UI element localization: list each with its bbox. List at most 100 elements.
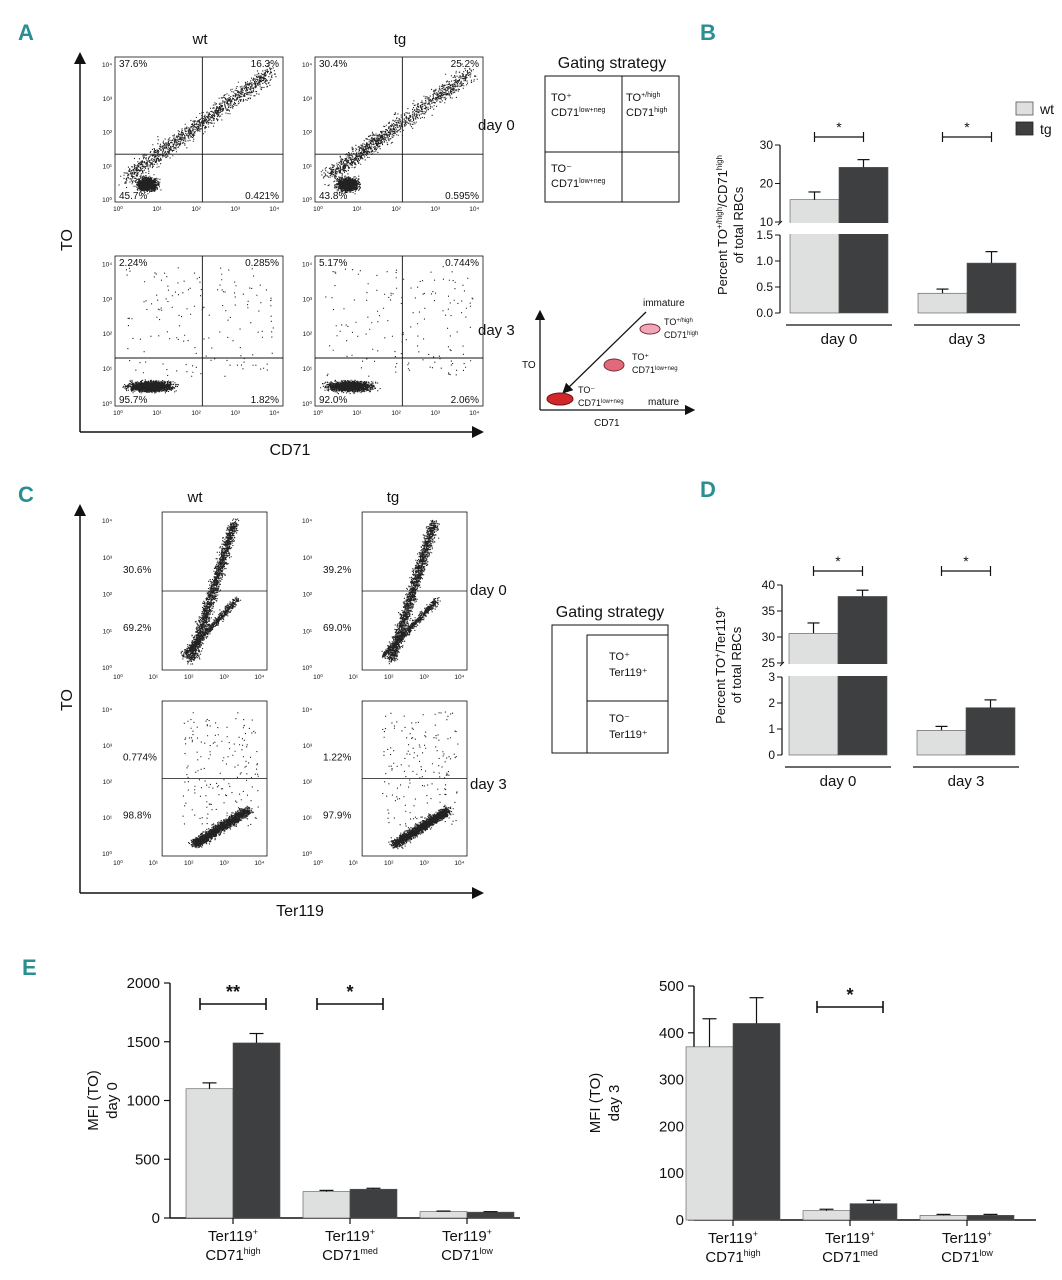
legend: wt tg <box>1015 101 1054 137</box>
y-tick-label: 10³ <box>103 96 113 103</box>
cat-a-sup: + <box>753 1229 758 1239</box>
y-tick-label: 0.5 <box>756 280 773 294</box>
category-label-b: CD71low <box>441 1246 493 1264</box>
x-tick-label: 10⁴ <box>254 674 264 681</box>
y-tick-label: 400 <box>659 1025 684 1042</box>
x-tick-label: 10⁰ <box>313 205 323 213</box>
c-gate-u-1: TO⁺ <box>609 651 630 663</box>
mat-mature: mature <box>648 397 680 408</box>
x-tick-label: 10⁴ <box>454 860 464 867</box>
cat-b-sup: low <box>979 1248 993 1258</box>
y-tick-label: 10⁰ <box>102 400 112 408</box>
y-tick-label: 0 <box>676 1212 684 1229</box>
cat-b-sup: med <box>360 1246 378 1256</box>
bar-wt-1 <box>802 1210 851 1221</box>
c-quad-lower: 69.0% <box>323 623 351 634</box>
cat-a: Ter119 <box>825 1230 870 1247</box>
bar-tg-1 <box>966 262 1017 314</box>
category-label: day 3 <box>949 331 986 348</box>
a-col-tg: tg <box>394 31 407 48</box>
y-tick-label: 10³ <box>103 555 113 562</box>
c-quad-upper: 30.6% <box>123 565 151 576</box>
y-label-sup: high <box>715 155 724 170</box>
a-quad-ul: 30.4% <box>319 59 347 70</box>
cat-b: CD71 <box>941 1249 979 1266</box>
category-label-b: CD71med <box>822 1248 878 1266</box>
x-tick-label: 10² <box>191 410 201 417</box>
sig-marker: * <box>964 119 970 135</box>
a-quad-ll: 45.7% <box>119 191 147 202</box>
cell-mature-icon <box>546 392 574 406</box>
a-quad-lr: 0.595% <box>445 191 479 202</box>
y-tick-label: 10³ <box>303 96 313 103</box>
cat-b: CD71 <box>322 1247 360 1264</box>
y-label-sup: + <box>713 606 722 611</box>
y-tick-label: 10¹ <box>303 815 313 822</box>
y-axis-label: Percent TO+/high/CD71high <box>715 155 730 295</box>
mat-c1-b: CD71high <box>664 330 698 340</box>
x-tick-label: 10² <box>391 206 401 213</box>
y-axis-label-2: day 3 <box>606 1085 623 1122</box>
y-tick-label: 10² <box>303 592 313 599</box>
x-tick-label: 10² <box>184 674 194 681</box>
bar-tg-2 <box>966 1215 1015 1221</box>
a-quad-ur: 16.3% <box>251 59 279 70</box>
mat-c3-a: TO⁻ <box>578 385 595 395</box>
y-tick-label: 0.0 <box>756 306 773 320</box>
a-plot-frame <box>314 255 484 407</box>
cat-b: CD71 <box>441 1247 479 1264</box>
panel-letter-a: A <box>18 20 34 45</box>
axis-break-gap <box>787 664 889 676</box>
a-quad-ul: 5.17% <box>319 258 347 269</box>
y-tick-label: 0 <box>152 1210 160 1227</box>
bar-wt-1 <box>916 729 967 756</box>
y-label-part: /Ter119 <box>713 611 728 653</box>
sig-marker: * <box>835 553 841 569</box>
x-tick-label: 10⁴ <box>469 410 479 417</box>
y-tick-label: 10⁰ <box>102 196 112 204</box>
bar-wt-1 <box>302 1191 351 1219</box>
a-scatter-points <box>118 62 277 195</box>
y-axis-label: Percent TO+/Ter119+ <box>713 606 728 724</box>
chart-b: 0.0 0.5 1.0 1.510 20 30 Percent TO+/high/CD71h… <box>715 119 1020 348</box>
y-label-sup: + <box>713 653 722 658</box>
c-quad-upper: 0.774% <box>123 753 157 764</box>
y-tick-label: 10² <box>103 130 113 137</box>
y-tick-label: 10³ <box>103 743 113 750</box>
c-quad-upper: 1.22% <box>323 753 351 764</box>
category-label: day 0 <box>820 773 857 790</box>
cat-b: CD71 <box>205 1247 243 1264</box>
sig-marker: * <box>846 985 853 1005</box>
y-tick-label: 10² <box>103 592 113 599</box>
axis-break-gap <box>915 664 1017 676</box>
cat-a: Ter119 <box>942 1230 987 1247</box>
cat-b: CD71 <box>705 1249 743 1266</box>
a-gating-title: Gating strategy <box>558 55 667 72</box>
a-quad-lr: 1.82% <box>251 395 279 406</box>
y-tick-label: 10⁰ <box>302 850 312 858</box>
bar-tg-0 <box>232 1042 281 1219</box>
y-tick-label: 10¹ <box>103 815 113 822</box>
a-scatter-points <box>320 266 474 395</box>
a-quad-ur: 25.2% <box>451 59 479 70</box>
y-tick-label: 10⁴ <box>102 261 112 268</box>
y-tick-label: 10³ <box>303 296 313 303</box>
a-plot-frame <box>114 255 284 407</box>
cat-b-sup: high <box>244 1246 261 1256</box>
y-tick-label: 10¹ <box>103 163 113 170</box>
mat-immature: immature <box>643 298 685 309</box>
y-tick-label: 10⁴ <box>102 707 112 714</box>
x-tick-label: 10⁰ <box>313 673 323 681</box>
y-tick-label: 1500 <box>127 1034 160 1051</box>
panel-letter-e: E <box>22 955 37 980</box>
a-y-axis-label: TO <box>59 229 76 251</box>
category-label-a: Ter119+ <box>325 1227 375 1245</box>
y-tick-label: 10² <box>303 130 313 137</box>
a-scatter-points <box>320 63 478 195</box>
x-tick-label: 10⁴ <box>469 206 479 213</box>
a-row-day0: day 0 <box>478 117 515 134</box>
